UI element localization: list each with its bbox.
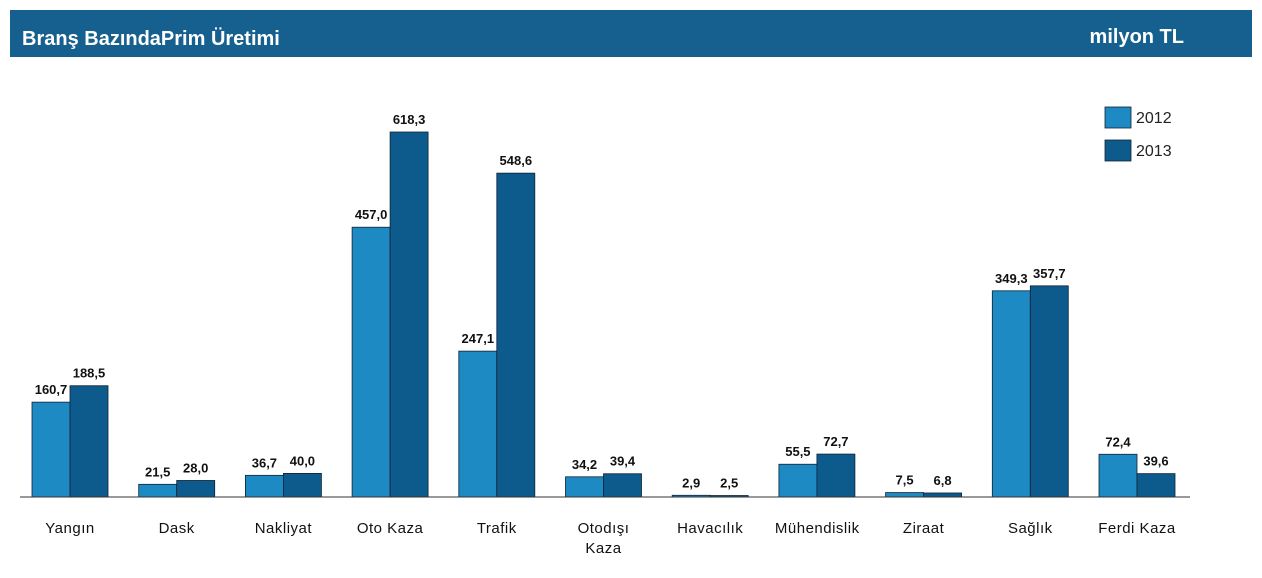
value-label: 39,6 [1143,454,1168,469]
legend-swatch [1104,139,1132,162]
value-label: 34,2 [572,457,597,472]
bar [603,473,642,498]
bar [351,226,391,498]
value-label: 72,7 [823,434,848,449]
bar [923,492,962,498]
value-label: 21,5 [145,464,170,479]
bar [565,476,604,498]
bar [496,172,536,498]
x-tick-label: Oto Kaza [356,520,424,537]
x-tick-label: Sağlık [1007,520,1053,537]
x-tick-label: Ziraat [902,520,945,537]
value-label: 247,1 [462,331,495,346]
value-label: 6,8 [934,473,952,488]
bar [176,480,216,498]
bar [1136,473,1176,498]
value-label: 7,5 [896,473,914,488]
bar [816,453,856,498]
bar [458,350,498,498]
legend-label: 2012 [1136,110,1172,127]
x-tick-label: Yangın [45,520,95,537]
value-label: 188,5 [73,366,106,381]
bar [69,385,109,498]
value-label: 2,9 [682,475,700,490]
bar [282,472,322,498]
value-label: 2,5 [720,476,738,491]
unit-label: milyon TL [1089,26,1184,48]
bar [991,290,1031,498]
value-label: 36,7 [252,455,277,470]
chart-title: Branş BazındaPrim Üretimi [22,28,280,50]
value-label: 40,0 [290,453,315,468]
bar [389,131,429,498]
x-tick-label: Otodışı Kaza [577,520,630,557]
x-tick-label: Havacılık [677,520,744,537]
bar [244,474,284,498]
value-label: 357,7 [1033,266,1066,281]
value-label: 618,3 [393,112,426,127]
value-label: 349,3 [995,271,1028,286]
x-tick-label: Trafik [476,520,517,537]
x-tick-label: Ferdi Kaza [1098,520,1176,537]
value-label: 160,7 [35,382,68,397]
bar [31,401,71,498]
value-label: 457,0 [355,207,388,222]
value-label: 55,5 [785,444,810,459]
bar [1029,285,1069,498]
value-label: 28,0 [183,460,208,475]
bar [1098,453,1138,498]
bar [778,463,818,498]
value-label: 72,4 [1105,434,1131,449]
value-label: 548,6 [500,153,533,168]
x-tick-label: Dask [158,520,195,537]
bar [885,492,924,498]
value-label: 39,4 [610,454,636,469]
x-tick-label: Nakliyat [254,520,313,537]
legend-label: 2013 [1136,143,1172,160]
header-bar: Branş BazındaPrim Üretimi milyon TL [10,10,1252,57]
bar [138,483,178,498]
x-tick-label: Mühendislik [774,520,860,537]
legend-swatch [1104,106,1132,129]
